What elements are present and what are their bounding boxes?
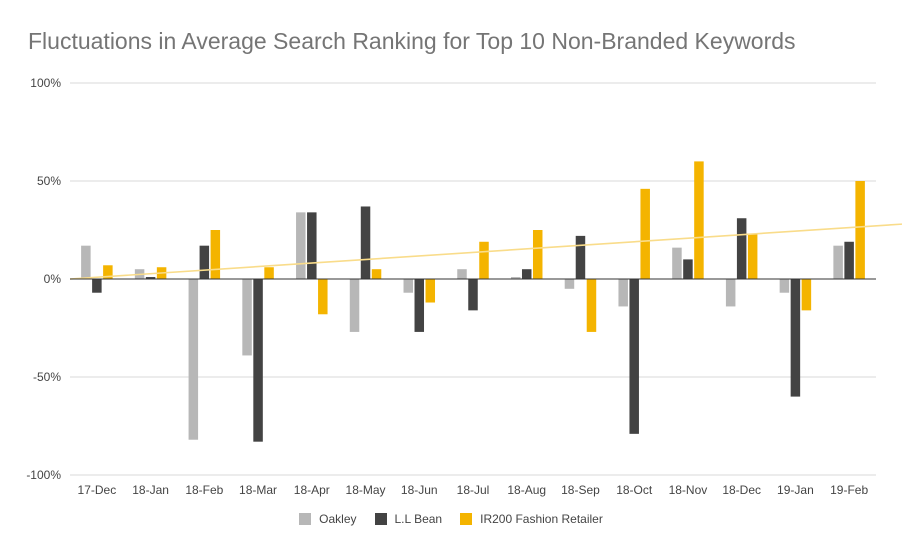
x-tick-label: 18-Jun bbox=[401, 483, 438, 497]
bar-ir200-fashion-retailer bbox=[479, 241, 489, 279]
bar-ir200-fashion-retailer bbox=[210, 230, 221, 279]
x-tick-label: 18-Apr bbox=[294, 483, 330, 497]
y-tick-label: 100% bbox=[30, 76, 61, 90]
bar-oakley bbox=[403, 279, 414, 293]
x-tick-label: 18-Mar bbox=[239, 483, 277, 497]
x-tick-label: 18-Dec bbox=[722, 483, 761, 497]
x-tick-label: 18-Aug bbox=[507, 483, 546, 497]
y-tick-label: 0% bbox=[44, 272, 62, 286]
legend-label: L.L Bean bbox=[394, 512, 443, 526]
bar-l-l-bean bbox=[92, 279, 102, 293]
x-tick-label: 19-Feb bbox=[830, 483, 868, 497]
trendline bbox=[69, 223, 902, 280]
bar-oakley bbox=[296, 212, 306, 279]
bar-ir200-fashion-retailer bbox=[586, 279, 597, 332]
bar-l-l-bean bbox=[521, 269, 532, 279]
bar-ir200-fashion-retailer bbox=[103, 265, 113, 279]
legend-label: Oakley bbox=[319, 512, 357, 526]
legend-item: IR200 Fashion Retailer bbox=[460, 512, 603, 526]
bar-l-l-bean bbox=[307, 212, 317, 279]
bar-oakley bbox=[618, 279, 628, 307]
x-tick-label: 17-Dec bbox=[78, 483, 117, 497]
bar-ir200-fashion-retailer bbox=[801, 279, 812, 311]
y-tick-label: 50% bbox=[37, 174, 61, 188]
x-tick-label: 18-Sep bbox=[561, 483, 600, 497]
x-tick-label: 18-Feb bbox=[185, 483, 223, 497]
bar-ir200-fashion-retailer bbox=[318, 279, 328, 315]
legend-item: L.L Bean bbox=[374, 512, 443, 526]
bar-oakley bbox=[510, 277, 521, 279]
y-tick-label: -100% bbox=[26, 468, 61, 482]
x-tick-label: 18-May bbox=[346, 483, 386, 497]
bar-oakley bbox=[81, 245, 91, 279]
bar-oakley bbox=[672, 247, 682, 279]
bar-l-l-bean bbox=[575, 235, 586, 279]
bar-l-l-bean bbox=[199, 245, 210, 279]
legend-swatch bbox=[374, 513, 387, 525]
bar-ir200-fashion-retailer bbox=[425, 279, 436, 303]
x-tick-label: 18-Nov bbox=[669, 483, 708, 497]
x-tick-label: 18-Jan bbox=[132, 483, 169, 497]
bar-l-l-bean bbox=[360, 206, 371, 279]
y-tick-label: -50% bbox=[33, 370, 61, 384]
bar-l-l-bean bbox=[468, 279, 478, 311]
legend-label: IR200 Fashion Retailer bbox=[480, 512, 603, 526]
legend-swatch bbox=[460, 513, 473, 525]
bar-oakley bbox=[564, 279, 575, 289]
x-tick-label: 18-Jul bbox=[457, 483, 490, 497]
bar-oakley bbox=[349, 279, 360, 332]
bar-l-l-bean bbox=[629, 279, 639, 434]
bar-l-l-bean bbox=[844, 241, 854, 279]
bar-ir200-fashion-retailer bbox=[694, 161, 704, 279]
bar-oakley bbox=[457, 269, 467, 279]
bar-ir200-fashion-retailer bbox=[855, 181, 865, 279]
chart-title: Fluctuations in Average Search Ranking f… bbox=[28, 28, 796, 54]
bar-l-l-bean bbox=[790, 279, 801, 397]
legend-item: Oakley bbox=[299, 512, 357, 526]
x-tick-label: 18-Oct bbox=[616, 483, 653, 497]
bar-oakley bbox=[188, 279, 199, 440]
legend-swatch bbox=[299, 513, 312, 525]
bar-ir200-fashion-retailer bbox=[532, 230, 543, 279]
bar-ir200-fashion-retailer bbox=[264, 267, 274, 279]
x-tick-label: 19-Jan bbox=[777, 483, 814, 497]
bar-oakley bbox=[242, 279, 252, 356]
bar-l-l-bean bbox=[414, 279, 425, 332]
bar-l-l-bean bbox=[683, 259, 693, 279]
bar-oakley bbox=[725, 279, 736, 307]
bar-l-l-bean bbox=[145, 277, 156, 279]
bar-ir200-fashion-retailer bbox=[747, 233, 758, 279]
bar-oakley bbox=[779, 279, 790, 293]
bar-l-l-bean bbox=[736, 218, 747, 279]
bar-ir200-fashion-retailer bbox=[371, 269, 382, 279]
chart-legend: Oakley L.L Bean IR200 Fashion Retailer bbox=[0, 512, 902, 526]
bar-l-l-bean bbox=[253, 279, 263, 442]
bar-oakley bbox=[833, 245, 843, 279]
bar-ir200-fashion-retailer bbox=[640, 188, 650, 279]
